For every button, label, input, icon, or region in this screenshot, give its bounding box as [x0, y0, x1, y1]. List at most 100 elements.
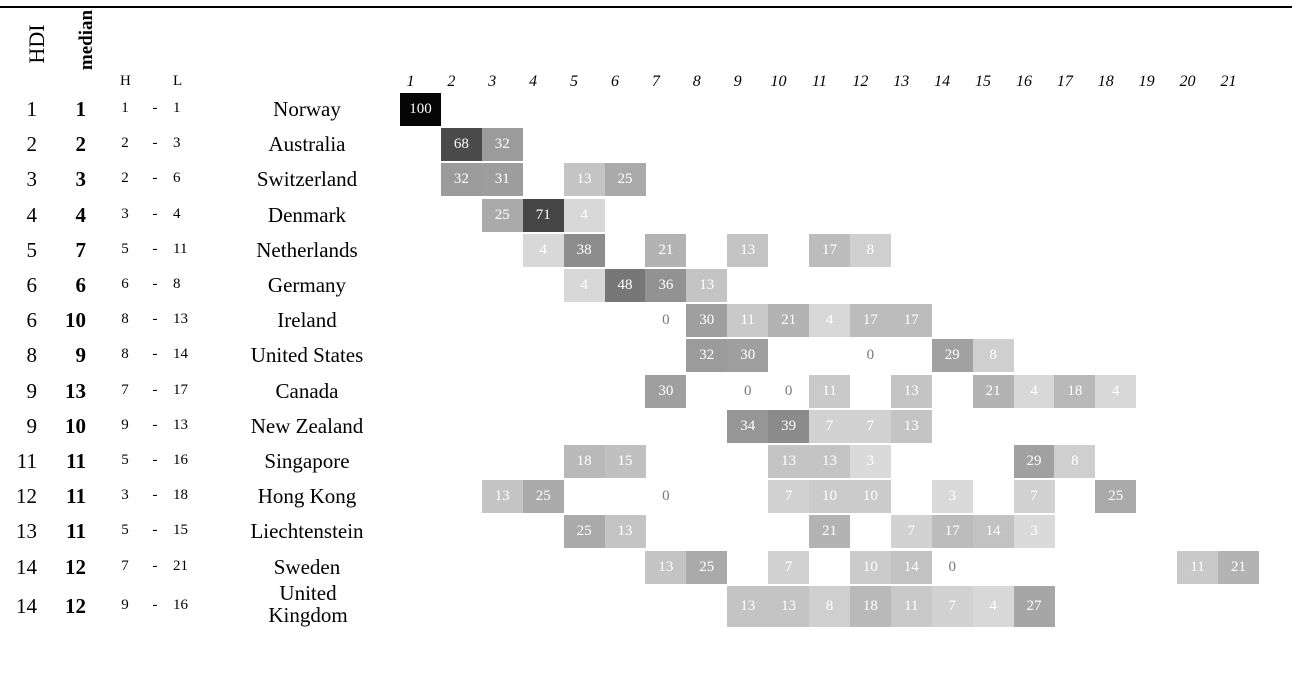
- heat-cell: 32: [440, 163, 482, 197]
- median-value: 10: [65, 308, 86, 333]
- range-dash: -: [152, 381, 158, 398]
- column-number-17: 17: [1056, 73, 1073, 90]
- heat-cell: 13: [686, 269, 728, 302]
- heat-cell: 36: [645, 269, 687, 302]
- high-rank: 1: [121, 100, 129, 116]
- country-name: Sweden: [273, 554, 341, 579]
- median-value: 1: [75, 97, 87, 121]
- heat-cell: 13: [727, 585, 769, 627]
- country-name: United States: [250, 343, 364, 368]
- heat-cell: 0: [784, 382, 793, 399]
- heat-cell: 39: [768, 409, 810, 443]
- range-dash: -: [152, 452, 158, 468]
- hdi-value: 3: [26, 167, 38, 192]
- median-value: 11: [66, 484, 86, 509]
- heat-cell: 13: [604, 515, 646, 549]
- country-name: Ireland: [277, 308, 337, 333]
- range-dash: -: [152, 205, 158, 222]
- heat-cell: 29: [931, 339, 973, 373]
- low-rank: 16: [173, 452, 188, 468]
- median-value: 11: [66, 449, 86, 473]
- column-number-13: 13: [893, 73, 910, 90]
- heat-cell: 4: [563, 269, 605, 302]
- heat-cell: 4: [1013, 374, 1055, 408]
- low-rank: 18: [173, 487, 188, 504]
- heat-cell: 71: [522, 198, 564, 232]
- heat-cell: 31: [481, 163, 523, 197]
- range-dash: -: [152, 487, 158, 504]
- country-name: Germany: [267, 273, 347, 297]
- heat-cell: 8: [849, 233, 891, 267]
- high-rank: 8: [121, 346, 129, 363]
- range-dash: -: [152, 416, 158, 433]
- heat-cell: 4: [522, 233, 564, 267]
- country-name: Liechtenstein: [250, 519, 364, 544]
- heat-cell: 11: [727, 304, 769, 338]
- heat-cell: 17: [849, 304, 891, 338]
- hdi-value: 11: [16, 449, 37, 473]
- heat-cell: 3: [931, 480, 973, 514]
- low-rank: 14: [173, 346, 188, 363]
- median-value: 12: [65, 554, 86, 579]
- heat-cell: 48: [604, 269, 646, 302]
- hdi-value: 6: [26, 308, 38, 333]
- low-rank: 13: [173, 311, 188, 328]
- heat-cell: 0: [662, 488, 670, 505]
- heat-cell: 11: [809, 374, 850, 408]
- h-header: H: [120, 73, 131, 89]
- heat-cell: 7: [768, 480, 810, 514]
- heat-cell: 10: [849, 550, 891, 584]
- low-rank: 6: [173, 170, 181, 187]
- heat-cell: 100: [400, 93, 441, 126]
- hdi-value: 8: [26, 343, 38, 368]
- column-number-18: 18: [1097, 73, 1114, 90]
- heat-cell: 3: [849, 445, 891, 478]
- heat-cell: 7: [931, 585, 973, 627]
- high-rank: 3: [121, 205, 129, 222]
- range-dash: -: [152, 276, 158, 292]
- column-number-15: 15: [975, 73, 992, 90]
- column-number-2: 2: [447, 73, 456, 90]
- median-value: 9: [75, 343, 87, 368]
- low-rank: 17: [173, 381, 188, 398]
- heat-cell: 0: [662, 312, 670, 329]
- hdi-value: 14: [16, 593, 37, 618]
- range-dash: -: [152, 170, 158, 187]
- high-rank: 9: [121, 596, 129, 613]
- heat-cell: 25: [604, 163, 646, 197]
- column-number-1: 1: [406, 73, 415, 90]
- median-value: 2: [75, 132, 87, 157]
- country-name: Netherlands: [256, 237, 358, 262]
- heat-cell: 4: [809, 304, 850, 338]
- heat-cell: 0: [866, 347, 875, 364]
- heat-cell: 7: [890, 515, 932, 549]
- low-rank: 11: [173, 240, 188, 257]
- hdi-value: 1: [26, 97, 38, 121]
- heat-cell: 8: [1054, 445, 1096, 478]
- hdi-value: 12: [16, 484, 37, 509]
- top-rule: [0, 6, 1292, 8]
- range-dash: -: [152, 346, 158, 363]
- column-number-20: 20: [1179, 73, 1196, 90]
- range-dash: -: [152, 100, 158, 116]
- low-rank: 15: [173, 522, 188, 539]
- range-dash: -: [152, 557, 158, 574]
- heat-cell: 8: [972, 339, 1014, 373]
- heat-cell: 10: [809, 480, 850, 514]
- heat-cell: 8: [809, 585, 850, 627]
- heat-cell: 25: [522, 480, 564, 514]
- high-rank: 2: [121, 135, 129, 152]
- median-value: 3: [75, 167, 87, 192]
- heat-cell: 17: [931, 515, 973, 549]
- heat-cell: 34: [727, 409, 769, 443]
- heat-cell: 29: [1013, 445, 1055, 478]
- heat-cell: 14: [890, 550, 932, 584]
- heat-cell: 13: [809, 445, 850, 478]
- heat-cell: 4: [563, 198, 605, 232]
- high-rank: 2: [121, 170, 129, 187]
- hdi-value: 5: [26, 237, 38, 262]
- country-name: Denmark: [267, 202, 347, 227]
- hdi-value: 14: [16, 554, 37, 579]
- heat-cell: 21: [1218, 550, 1259, 584]
- low-rank: 4: [173, 205, 181, 222]
